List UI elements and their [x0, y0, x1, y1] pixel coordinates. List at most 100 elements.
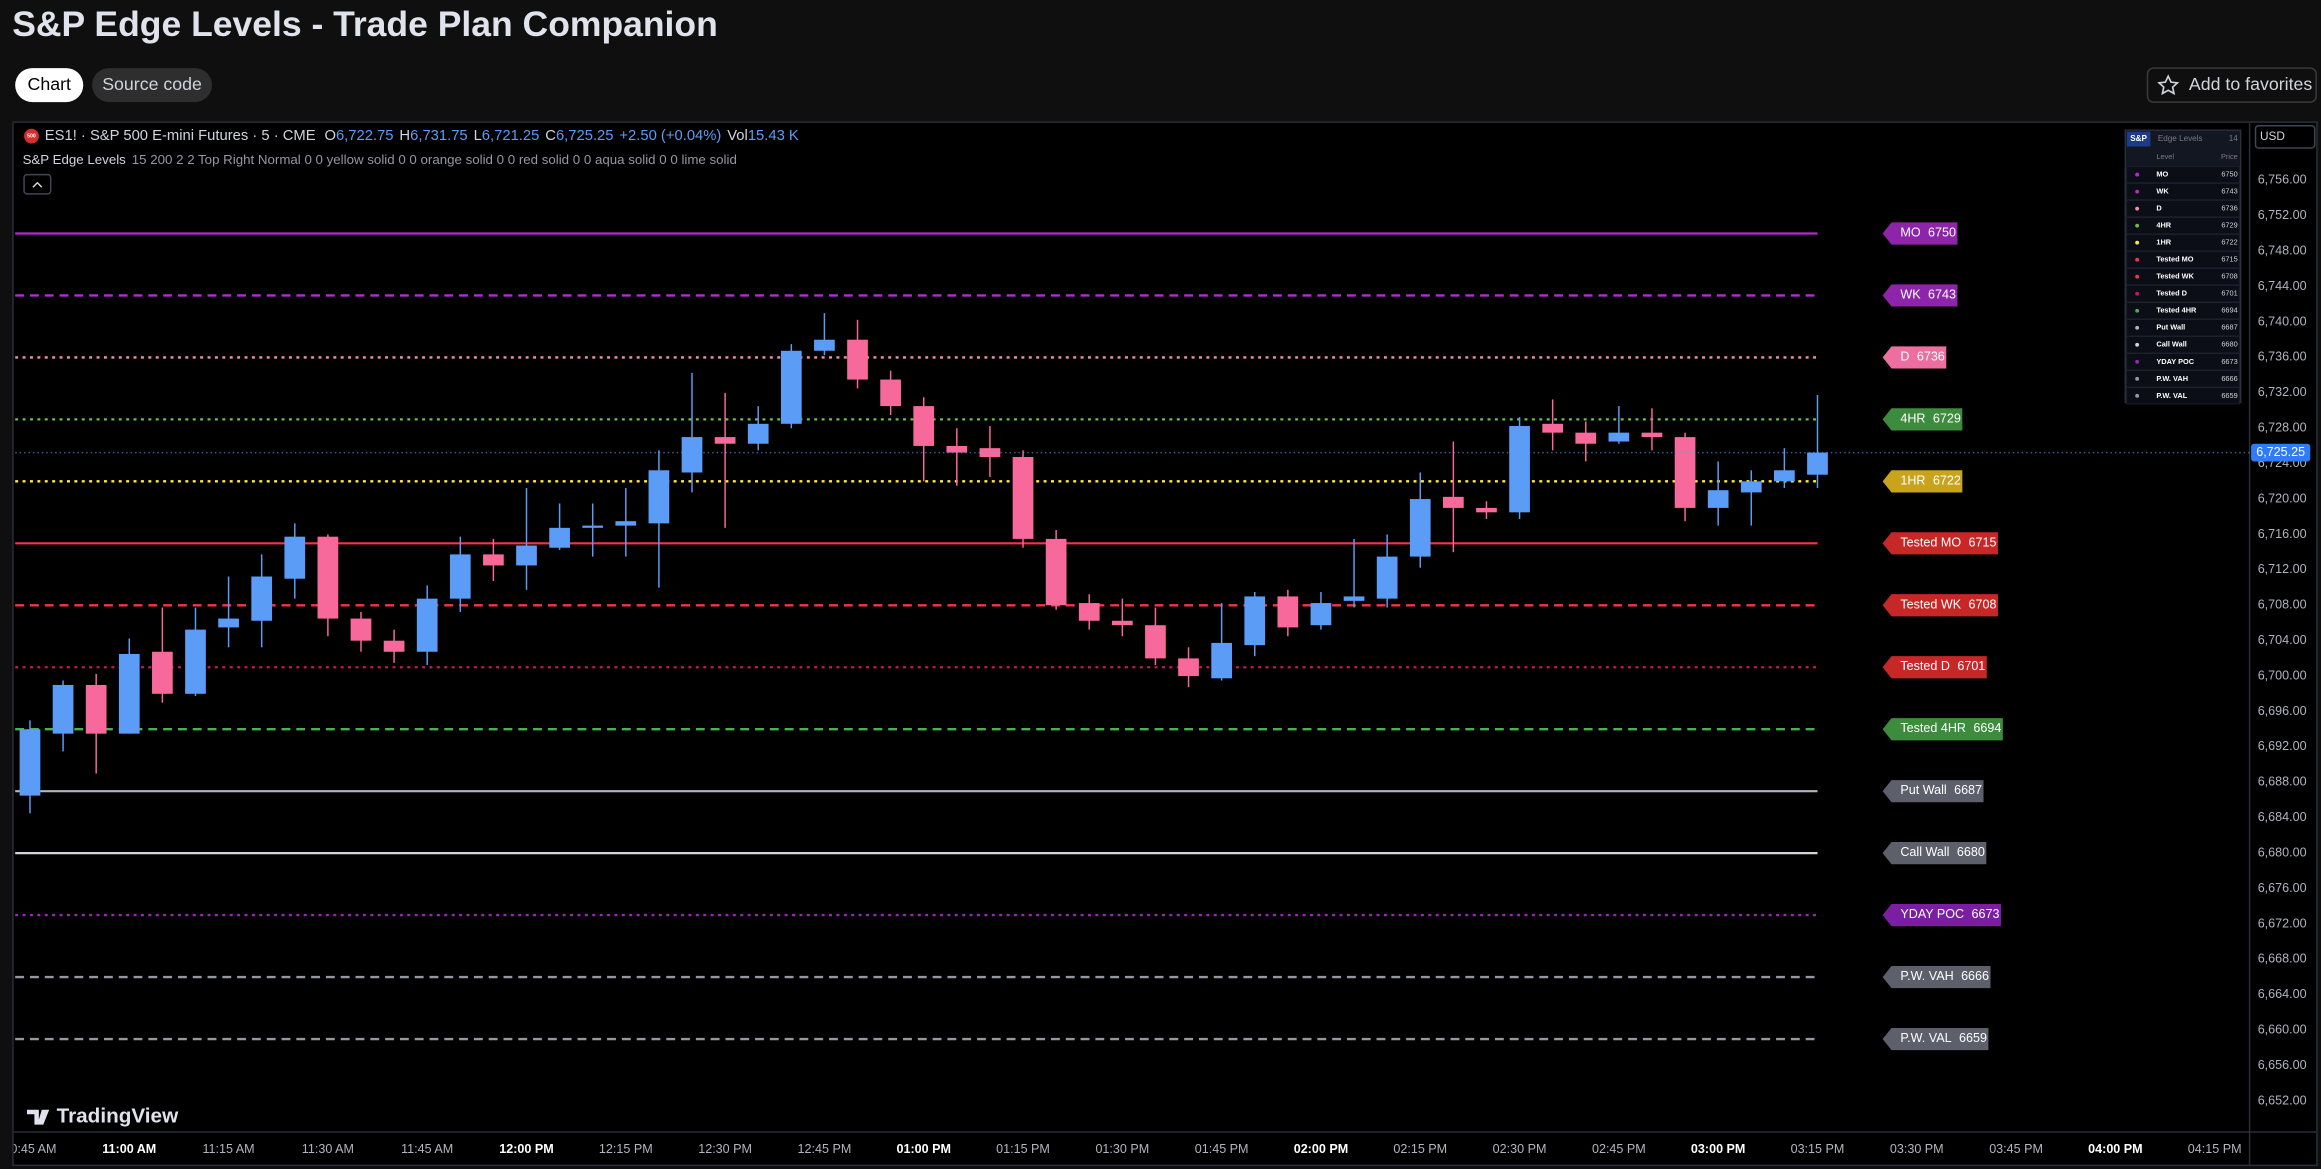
favorites-button[interactable] — [2146, 67, 2317, 103]
level-name: 4HR — [1900, 412, 1925, 426]
tab-source[interactable] — [92, 68, 212, 103]
table-count: 14 — [2229, 134, 2239, 143]
currency-box[interactable] — [2254, 125, 2316, 149]
table-row — [2126, 319, 2240, 337]
candle-body — [1409, 499, 1431, 557]
candle-body — [383, 640, 405, 652]
candle-body — [582, 525, 604, 528]
level-value: 6715 — [1969, 536, 1997, 550]
level-name: Tested MO — [1900, 536, 1961, 550]
table-dot — [2135, 342, 2140, 347]
level-value: 6750 — [1928, 226, 1956, 240]
candle-body — [85, 684, 107, 734]
table-price: 6750 — [2221, 170, 2237, 179]
table-price: 6687 — [2221, 323, 2237, 332]
candle-body — [1707, 490, 1729, 508]
level-label: P.W. VAL 6659 — [1900, 1031, 1987, 1045]
level-tag — [1882, 594, 1998, 617]
table-price: 6701 — [2221, 289, 2237, 298]
x-tick-label: 12:30 PM — [698, 1142, 752, 1156]
table-level: 1HR — [2156, 238, 2171, 247]
x-tick-label: 01:45 PM — [1195, 1142, 1249, 1156]
candle-body — [1807, 452, 1828, 475]
table-title-box — [2126, 131, 2151, 147]
y-tick-label: 6,700.00 — [2258, 668, 2307, 682]
y-tick-label: 6,668.00 — [2258, 952, 2307, 966]
level-label: Tested MO 6715 — [1900, 536, 1996, 550]
candle-body — [913, 406, 935, 446]
candle-body — [317, 536, 339, 619]
y-tick-label: 6,692.00 — [2258, 739, 2307, 753]
level-label: D 6736 — [1900, 350, 1944, 364]
level-value: 6722 — [1933, 474, 1961, 488]
symbol-badge — [24, 128, 39, 144]
currency[interactable]: USD — [2260, 129, 2285, 143]
level-tag — [1882, 1027, 1989, 1051]
level-tag — [1882, 842, 1987, 865]
watermark-logo — [27, 1109, 50, 1125]
level-value: 6673 — [1972, 907, 2000, 921]
table-dot — [2135, 359, 2140, 364]
level-name: WK — [1900, 288, 1921, 302]
candle-body — [218, 618, 239, 628]
table-dot — [2135, 274, 2140, 279]
candle-body — [648, 470, 670, 524]
table-dot — [2135, 393, 2140, 398]
candle-body — [52, 684, 74, 734]
candle-body — [1476, 507, 1497, 513]
candle-body — [416, 598, 438, 652]
table-price: 6715 — [2221, 255, 2237, 264]
level-name: P.W. VAL — [1900, 1031, 1951, 1045]
collapse-icon[interactable] — [32, 181, 43, 188]
level-label: Tested D 6701 — [1900, 660, 1985, 674]
legend-change: +2.50 (+0.04%) — [619, 128, 721, 144]
x-tick-label: 01:00 PM — [896, 1142, 950, 1156]
table-row — [2126, 336, 2240, 354]
level-label: 4HR 6729 — [1900, 412, 1960, 426]
y-tick-label: 6,664.00 — [2258, 987, 2307, 1001]
level-value: 6694 — [1973, 722, 2001, 736]
table-price: 6708 — [2221, 272, 2237, 281]
x-tick-label: 11:30 AM — [302, 1142, 354, 1156]
y-tick-label: 6,704.00 — [2258, 633, 2307, 647]
level-label: Tested 4HR 6694 — [1900, 722, 2001, 736]
x-tick-label: 11:00 AM — [102, 1142, 156, 1156]
collapse-button[interactable] — [23, 173, 52, 195]
level-value: 6687 — [1954, 784, 1982, 798]
tab-label[interactable]: Source code — [102, 74, 202, 94]
level-tag — [1882, 408, 1963, 431]
candle-body — [350, 618, 372, 641]
favorites-label[interactable]: Add to favorites — [2189, 74, 2312, 94]
level-value: 6680 — [1957, 845, 1985, 859]
x-tick-label: 10:45 AM — [3, 1142, 56, 1156]
tab-chart[interactable] — [15, 68, 84, 103]
table-dot — [2135, 240, 2140, 245]
y-tick-label: 6,744.00 — [2258, 279, 2307, 293]
star-icon[interactable] — [2157, 74, 2180, 96]
y-tick-label: 6,680.00 — [2258, 845, 2307, 859]
y-tick-label: 6,672.00 — [2258, 916, 2307, 930]
candle-body — [1376, 556, 1398, 599]
table-level: Tested MO — [2156, 255, 2193, 264]
y-tick-label: 6,736.00 — [2258, 350, 2307, 364]
table-row — [2126, 302, 2240, 320]
table-price: 6673 — [2221, 357, 2237, 366]
candle-body — [1442, 496, 1464, 508]
level-tag — [1882, 718, 2003, 741]
table-level: Tested WK — [2156, 272, 2194, 281]
legend: ES1! · S&P 500 E-mini Futures · 5 · CME O… — [45, 128, 799, 144]
x-tick-label: 12:15 PM — [599, 1142, 653, 1156]
table-price: 6694 — [2221, 306, 2237, 315]
x-tick-label: 02:45 PM — [1592, 1142, 1646, 1156]
level-tag — [1882, 965, 1991, 989]
level-tag — [1882, 532, 1998, 555]
table-row — [2126, 217, 2240, 235]
level-value: 6701 — [1957, 660, 1985, 674]
x-tick-label: 11:45 AM — [401, 1142, 453, 1156]
tab-label[interactable]: Chart — [28, 74, 71, 94]
table-column: Level — [2156, 152, 2174, 161]
y-tick-label: 6,684.00 — [2258, 810, 2307, 824]
table-row — [2126, 370, 2240, 388]
